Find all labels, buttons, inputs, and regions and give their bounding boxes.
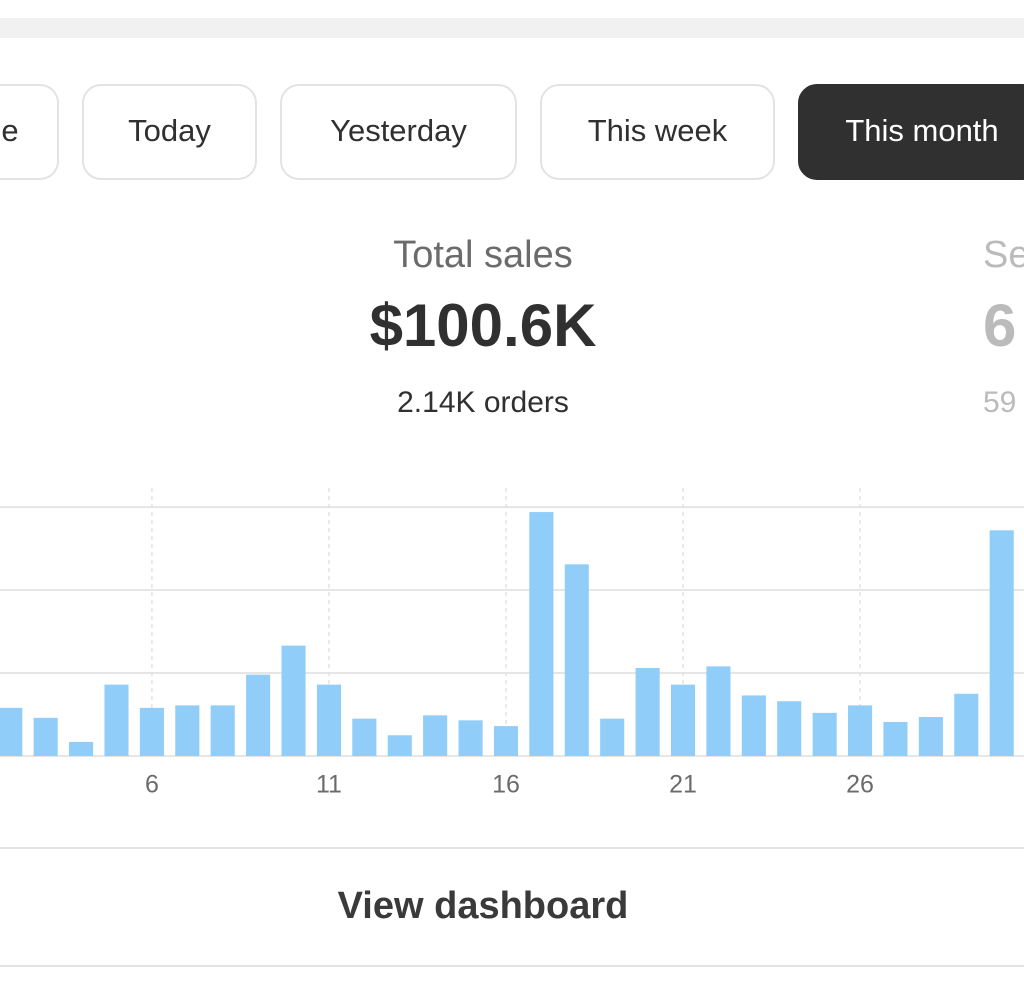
metric-label: Se <box>983 234 1024 276</box>
tab-label[interactable]: This week <box>588 113 728 148</box>
tab-button[interactable] <box>0 84 59 180</box>
bar <box>0 707 23 756</box>
bar <box>918 717 943 756</box>
bar <box>281 645 306 756</box>
metric-detail: 2.14K orders <box>397 386 569 419</box>
bar <box>883 721 908 756</box>
tab-label[interactable]: This month <box>845 113 998 148</box>
bar <box>69 741 94 756</box>
tab-label[interactable]: Yesterday <box>330 113 467 148</box>
x-tick-label: 21 <box>669 771 697 799</box>
tab-label[interactable]: e <box>1 113 18 148</box>
tab-label[interactable]: Today <box>128 113 211 148</box>
x-tick-label: 6 <box>145 771 159 799</box>
tab-button[interactable] <box>798 84 1024 180</box>
bar <box>33 717 58 756</box>
bar <box>316 684 341 756</box>
bar <box>635 668 660 756</box>
bar <box>493 726 519 756</box>
bar <box>812 712 837 756</box>
bar <box>600 718 625 756</box>
view-dashboard-link[interactable]: View dashboard <box>338 885 629 927</box>
bar <box>387 735 412 756</box>
bar <box>989 530 1014 756</box>
tab-row: e Today Yesterday This week This month <box>0 84 1024 180</box>
bar <box>529 512 554 756</box>
bar <box>139 707 164 756</box>
x-tick-label: 26 <box>846 771 874 799</box>
metric-value: 6 <box>983 292 1016 359</box>
bar <box>458 720 483 756</box>
bar <box>175 705 200 756</box>
bar <box>741 695 766 756</box>
bar <box>246 674 271 756</box>
tab-button[interactable] <box>82 84 257 180</box>
bar <box>954 693 979 756</box>
metrics: Total sales $100.6K 2.14K orders Se 6 59 <box>370 234 1024 419</box>
bar <box>848 705 873 756</box>
bar <box>210 705 235 756</box>
x-tick-label: 16 <box>492 771 520 799</box>
tab-button[interactable] <box>540 84 775 180</box>
bar <box>423 715 448 756</box>
bar <box>670 684 696 756</box>
metric-detail: 59 <box>983 386 1016 419</box>
bar <box>564 564 589 756</box>
bar <box>352 718 377 756</box>
chart: 61116212631 <box>0 488 1024 799</box>
x-tick-label: 11 <box>316 771 342 799</box>
tab-button[interactable] <box>280 84 517 180</box>
bar <box>706 666 731 756</box>
bar <box>104 684 129 756</box>
top-strip <box>0 18 1024 38</box>
bar <box>777 701 802 756</box>
metric-label: Total sales <box>393 234 573 276</box>
metric-value: $100.6K <box>370 292 597 359</box>
